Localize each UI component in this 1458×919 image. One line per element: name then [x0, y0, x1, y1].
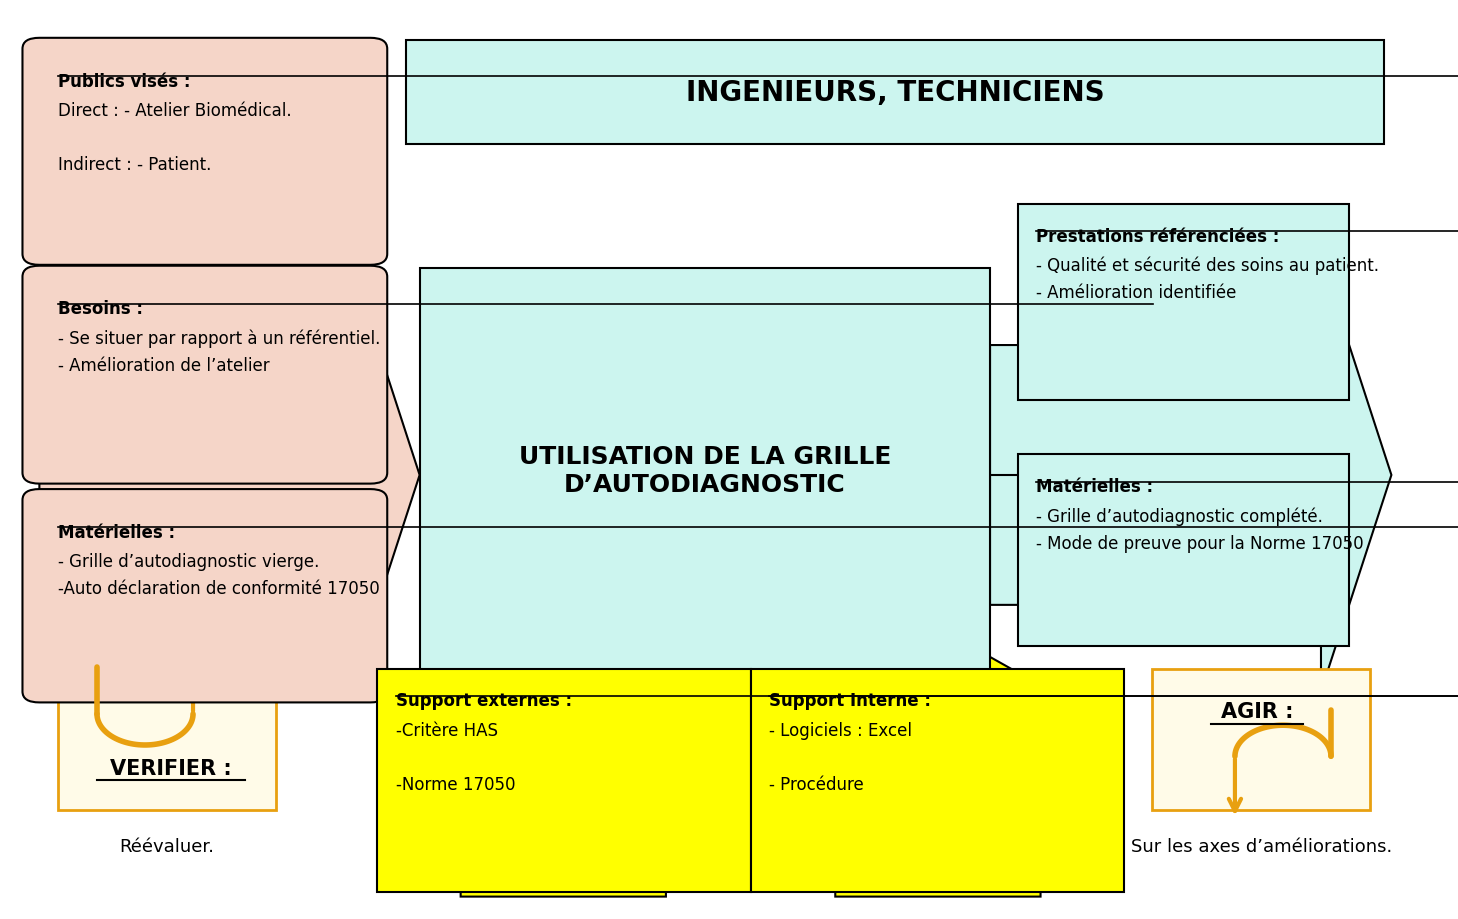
FancyBboxPatch shape — [22, 490, 388, 703]
FancyBboxPatch shape — [22, 267, 388, 484]
Text: - Amélioration identifiée: - Amélioration identifiée — [1037, 284, 1236, 301]
Polygon shape — [751, 628, 1124, 897]
Text: Prestations référenciées :: Prestations référenciées : — [1037, 227, 1280, 245]
FancyBboxPatch shape — [1018, 205, 1349, 401]
Text: Support externes :: Support externes : — [395, 692, 572, 709]
Text: Matérielles :: Matérielles : — [58, 523, 175, 541]
Text: Support Interne :: Support Interne : — [768, 692, 930, 709]
Text: -Critère HAS: -Critère HAS — [395, 720, 497, 739]
Text: Publics visés :: Publics visés : — [58, 73, 190, 90]
Text: - Qualité et sécurité des soins au patient.: - Qualité et sécurité des soins au patie… — [1037, 256, 1379, 275]
Text: - Mode de preuve pour la Norme 17050: - Mode de preuve pour la Norme 17050 — [1037, 534, 1365, 552]
FancyBboxPatch shape — [751, 669, 1124, 892]
Text: - Grille d’autodiagnostic vierge.: - Grille d’autodiagnostic vierge. — [58, 552, 319, 571]
Text: Besoins :: Besoins : — [58, 301, 143, 318]
Polygon shape — [39, 259, 420, 692]
Text: - Se situer par rapport à un référentiel.: - Se situer par rapport à un référentiel… — [58, 329, 381, 347]
FancyBboxPatch shape — [22, 39, 388, 266]
Text: -Auto déclaration de conformité 17050: -Auto déclaration de conformité 17050 — [58, 580, 379, 597]
Text: Réévaluer.: Réévaluer. — [120, 837, 214, 856]
FancyBboxPatch shape — [1018, 455, 1349, 646]
FancyBboxPatch shape — [1152, 669, 1371, 811]
Text: VERIFIER :: VERIFIER : — [111, 758, 232, 777]
Polygon shape — [376, 628, 749, 897]
Text: UTILISATION DE LA GRILLE
D’AUTODIAGNOSTIC: UTILISATION DE LA GRILLE D’AUTODIAGNOSTI… — [519, 445, 891, 497]
Text: Indirect : - Patient.: Indirect : - Patient. — [58, 156, 211, 175]
Text: - Logiciels : Excel: - Logiciels : Excel — [768, 720, 911, 739]
Text: - Amélioration de l’atelier: - Amélioration de l’atelier — [58, 357, 270, 375]
FancyBboxPatch shape — [420, 268, 990, 674]
FancyBboxPatch shape — [58, 669, 276, 811]
Text: Sur les axes d’améliorations.: Sur les axes d’améliorations. — [1130, 837, 1392, 856]
Text: Direct : - Atelier Biomédical.: Direct : - Atelier Biomédical. — [58, 102, 292, 119]
Text: - Grille d’autodiagnostic complété.: - Grille d’autodiagnostic complété. — [1037, 507, 1324, 526]
FancyBboxPatch shape — [405, 40, 1384, 145]
Text: Matérielles :: Matérielles : — [1037, 478, 1153, 495]
Text: AGIR :: AGIR : — [1220, 701, 1293, 721]
Text: -Norme 17050: -Norme 17050 — [395, 776, 515, 793]
Polygon shape — [990, 259, 1391, 692]
FancyBboxPatch shape — [378, 669, 751, 892]
Text: - Procédure: - Procédure — [768, 776, 863, 793]
Text: INGENIEURS, TECHNICIENS: INGENIEURS, TECHNICIENS — [685, 79, 1104, 107]
